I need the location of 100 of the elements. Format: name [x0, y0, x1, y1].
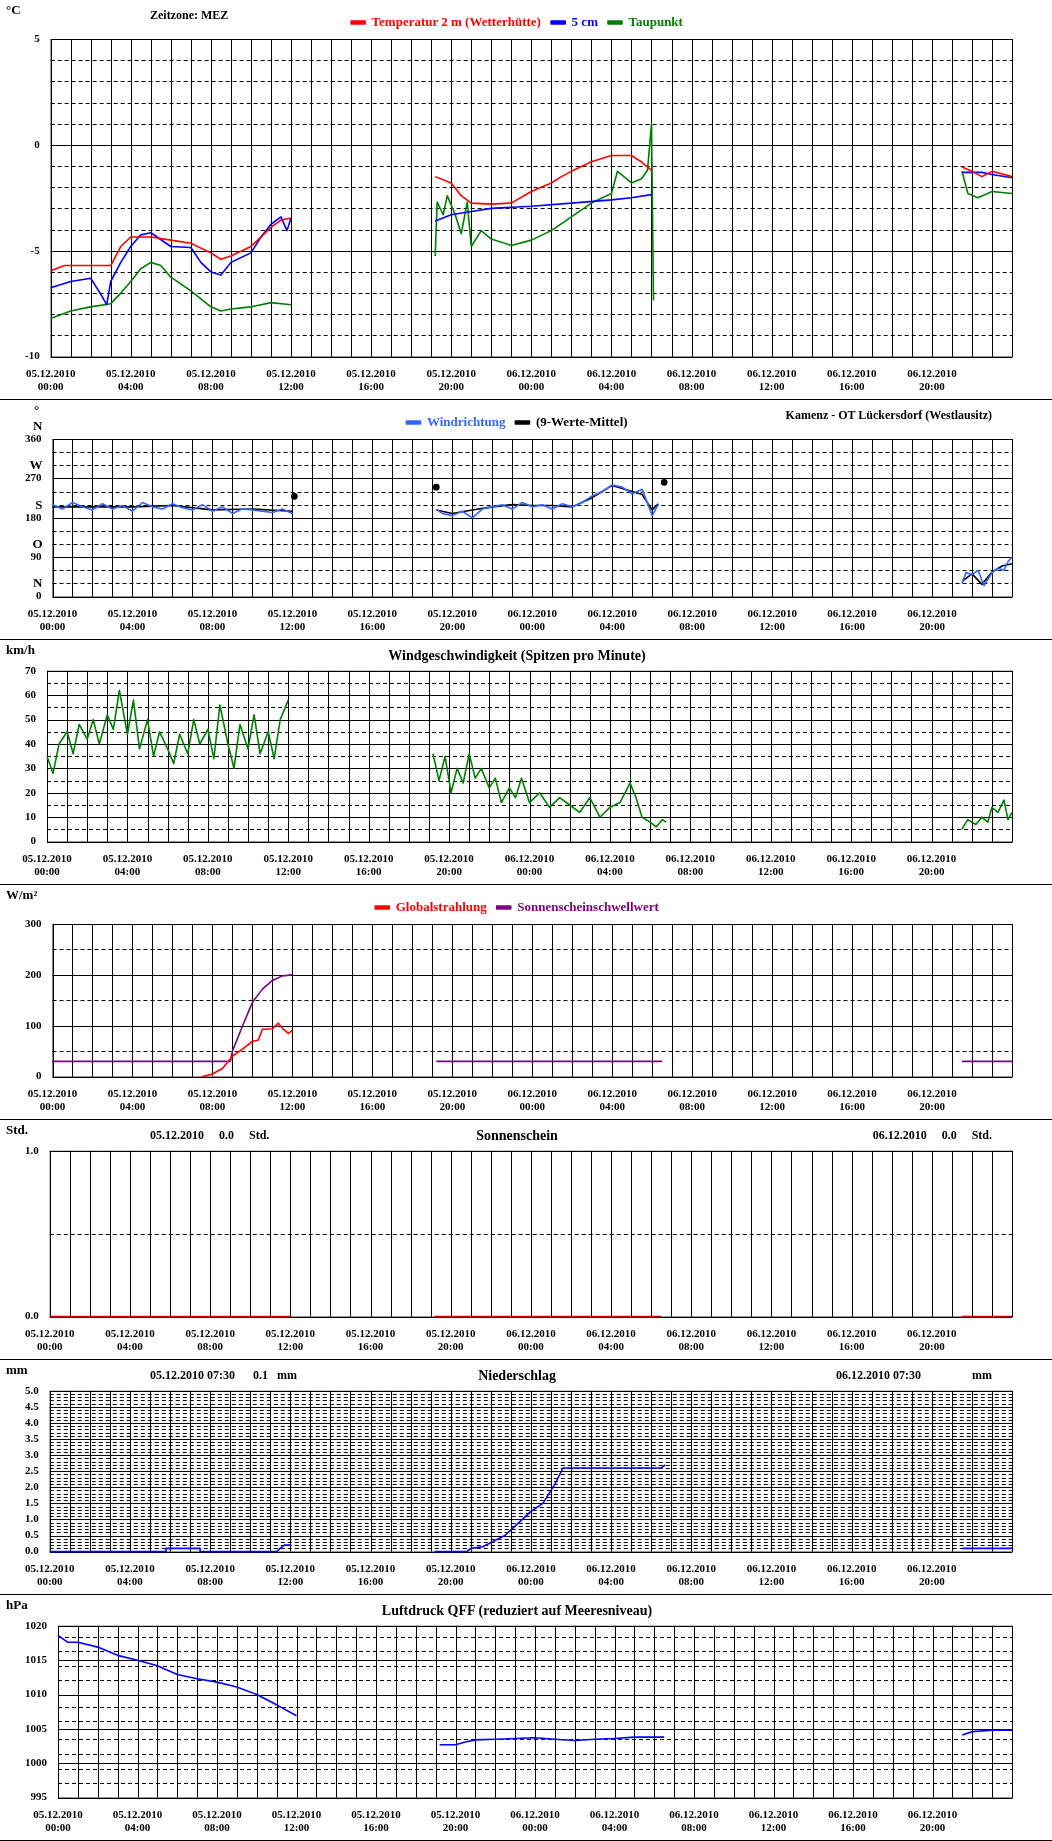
- y-tick-label: 1005: [25, 1721, 48, 1734]
- x-tick-label: 06.12.2010 12:00: [747, 607, 798, 633]
- x-tick-label: 05.12.2010 08:00: [185, 1562, 236, 1588]
- text: W: [29, 457, 43, 473]
- x-tick-label: 05.12.2010 20:00: [425, 1562, 476, 1588]
- chart-title: Windgeschwindigkeit (Spitzen pro Minute): [388, 648, 646, 665]
- y-tick-label: 1000: [25, 1756, 48, 1769]
- x-tick-label: 06.12.2010 20:00: [907, 1087, 958, 1113]
- x-tick-label: 05.12.2010 20:00: [424, 852, 475, 878]
- x-tick-label: 05.12.2010 16:00: [345, 1327, 396, 1353]
- x-tick-label: 05.12.2010 20:00: [427, 1087, 478, 1113]
- text: Zeitzone: MEZ: [150, 8, 229, 23]
- y-axis-title: mm: [6, 1361, 28, 1377]
- x-tick-label: 06.12.2010 00:00: [504, 852, 555, 878]
- legend-label: Taupunkt: [628, 13, 684, 29]
- x-tick-label: 06.12.2010 08:00: [666, 1327, 717, 1353]
- x-tick-label: 06.12.2010 16:00: [826, 1562, 877, 1588]
- x-tick-label: 05.12.2010 00:00: [33, 1808, 84, 1834]
- y-tick-label: 1020: [25, 1618, 48, 1631]
- y-axis-title: °: [34, 401, 40, 417]
- y-tick-label: 1015: [25, 1653, 48, 1665]
- y-tick-label: 0: [34, 137, 41, 150]
- x-tick-label: 06.12.2010 16:00: [827, 367, 878, 393]
- x-tick-label: 06.12.2010 04:00: [586, 1327, 637, 1353]
- x-tick-label: 06.12.2010 08:00: [665, 852, 716, 878]
- x-tick-label: 05.12.2010 12:00: [265, 1327, 316, 1353]
- y-tick-label: 200: [25, 967, 42, 980]
- y-tick-label: 1.5: [25, 1496, 40, 1509]
- y-tick-label: 20: [25, 785, 37, 798]
- x-tick-label: 06.12.2010 08:00: [667, 1087, 718, 1113]
- x-tick-label: 06.12.2010 12:00: [746, 1327, 797, 1353]
- x-tick-label: 05.12.2010 00:00: [25, 1562, 75, 1588]
- x-tick-label: 06.12.2010 08:00: [666, 367, 717, 393]
- y-tick-label: 360: [25, 431, 42, 444]
- y-tick-label: 3.0: [25, 1447, 40, 1460]
- y-axis-title: W/m²: [6, 886, 38, 902]
- x-tick-label: 05.12.2010 12:00: [267, 607, 318, 633]
- y-tick-label: 0: [36, 589, 42, 602]
- x-tick-label: 06.12.2010 12:00: [747, 1087, 798, 1113]
- y-tick-label: 30: [25, 761, 37, 774]
- chart-title: Niederschlag: [478, 1368, 556, 1384]
- x-tick-label: 06.12.2010 12:00: [746, 367, 797, 393]
- x-tick-label: 05.12.2010 16:00: [346, 367, 397, 393]
- x-tick-label: 06.12.2010 08:00: [669, 1808, 720, 1834]
- y-tick-label: 70: [25, 663, 37, 676]
- x-tick-label: 06.12.2010 16:00: [826, 1327, 877, 1353]
- text: 05.12.2010 07:30 0.1 mm: [150, 1368, 297, 1383]
- text: 06.12.2010 0.0 Std.: [872, 1128, 992, 1143]
- x-tick-label: 05.12.2010 04:00: [102, 852, 153, 878]
- x-tick-label: 05.12.2010 04:00: [107, 607, 158, 633]
- x-tick-label: 05.12.2010 12:00: [267, 1087, 318, 1113]
- chart-title: Sonnenschein: [476, 1128, 559, 1144]
- x-tick-label: 06.12.2010 20:00: [907, 607, 958, 633]
- x-tick-label: 06.12.2010 04:00: [587, 1087, 638, 1113]
- y-axis-title: km/h: [6, 641, 36, 657]
- legend-label: Windrichtung: [426, 413, 506, 429]
- y-tick-label: 0: [36, 1069, 42, 1082]
- x-tick-label: 06.12.2010 00:00: [506, 1327, 557, 1353]
- text: S: [35, 496, 43, 512]
- y-tick-label: -5: [30, 243, 41, 256]
- x-tick-label: 05.12.2010 12:00: [271, 1808, 322, 1834]
- text: 05.12.2010 0.0 Std.: [150, 1128, 270, 1143]
- y-tick-label: 100: [25, 1018, 42, 1031]
- x-tick-label: 06.12.2010 20:00: [907, 1562, 958, 1588]
- y-tick-label: 1.0: [25, 1143, 40, 1156]
- y-tick-label: 180: [25, 510, 42, 523]
- x-tick-label: 06.12.2010 08:00: [667, 607, 718, 633]
- y-tick-label: 995: [30, 1790, 48, 1803]
- x-tick-label: 06.12.2010 00:00: [506, 1562, 557, 1588]
- y-tick-label: 0.0: [25, 1309, 40, 1322]
- y-axis-title: °C: [6, 1, 21, 17]
- x-tick-label: 05.12.2010 08:00: [192, 1808, 243, 1834]
- x-tick-label: 06.12.2010 00:00: [510, 1808, 561, 1834]
- text: Kamenz - OT Lückersdorf (Westlausitz): [785, 408, 992, 423]
- legend-label: 5 cm: [571, 13, 599, 29]
- y-tick-label: 60: [25, 688, 37, 701]
- y-tick-label: 5.0: [25, 1383, 40, 1396]
- y-tick-label: 270: [25, 471, 42, 484]
- x-tick-label: 05.12.2010 12:00: [263, 852, 314, 878]
- x-tick-label: 05.12.2010 08:00: [187, 607, 238, 633]
- x-tick-label: 05.12.2010 04:00: [112, 1808, 163, 1834]
- x-tick-label: 06.12.2010 04:00: [586, 1562, 637, 1588]
- x-tick-label: 05.12.2010 16:00: [351, 1808, 402, 1834]
- x-tick-label: 06.12.2010 16:00: [828, 1808, 879, 1834]
- x-tick-label: 06.12.2010 04:00: [587, 607, 638, 633]
- y-tick-label: 90: [30, 550, 42, 563]
- y-tick-label: 2.0: [25, 1480, 40, 1493]
- x-tick-label: 05.12.2010 16:00: [345, 1562, 396, 1588]
- y-tick-label: 2.5: [25, 1464, 40, 1477]
- y-tick-label: 300: [25, 916, 42, 929]
- x-tick-label: 05.12.2010 08:00: [185, 1327, 236, 1353]
- x-tick-label: 06.12.2010 20:00: [907, 1808, 958, 1834]
- y-axis-title: Std.: [6, 1121, 29, 1137]
- legend-label: Sonnenscheinschwellwert: [517, 898, 660, 914]
- x-tick-label: 05.12.2010 20:00: [430, 1808, 481, 1834]
- x-tick-label: 06.12.2010 12:00: [746, 1562, 797, 1588]
- x-tick-label: 05.12.2010 04:00: [105, 1327, 156, 1353]
- y-axis-title: hPa: [6, 1596, 29, 1612]
- x-tick-label: 05.12.2010 08:00: [183, 852, 234, 878]
- y-tick-label: 10: [25, 810, 37, 823]
